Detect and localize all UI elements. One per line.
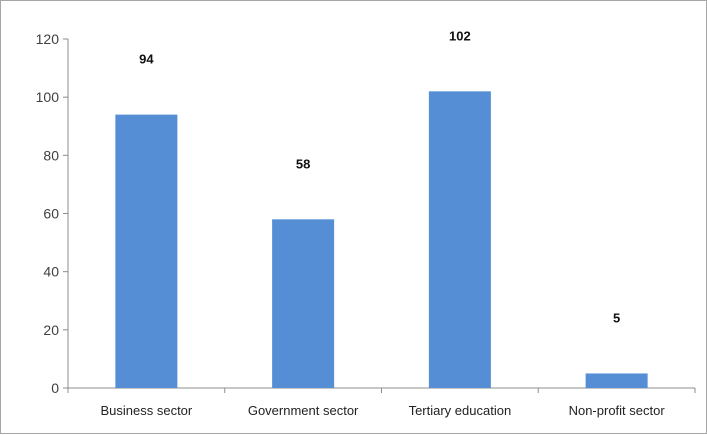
bar-government-sector bbox=[272, 219, 335, 388]
x-category-label: Government sector bbox=[248, 403, 359, 418]
data-label: 5 bbox=[613, 310, 620, 325]
y-tick-label: 40 bbox=[43, 264, 59, 280]
bar-tertiary-education bbox=[428, 91, 491, 388]
x-category-label: Non-profit sector bbox=[569, 403, 666, 418]
data-label: 58 bbox=[296, 156, 310, 171]
y-tick-label: 60 bbox=[43, 206, 59, 222]
data-label: 94 bbox=[139, 52, 154, 67]
y-tick-label: 0 bbox=[51, 380, 59, 396]
bar-business-sector bbox=[115, 114, 178, 388]
data-label: 102 bbox=[449, 28, 471, 43]
x-category-label: Tertiary education bbox=[409, 403, 512, 418]
y-tick-label: 120 bbox=[36, 31, 60, 47]
y-tick-label: 80 bbox=[43, 147, 59, 163]
bar-non-profit-sector bbox=[585, 373, 648, 388]
y-tick-label: 100 bbox=[36, 89, 60, 105]
x-category-label: Business sector bbox=[100, 403, 192, 418]
y-tick-label: 20 bbox=[43, 322, 59, 338]
